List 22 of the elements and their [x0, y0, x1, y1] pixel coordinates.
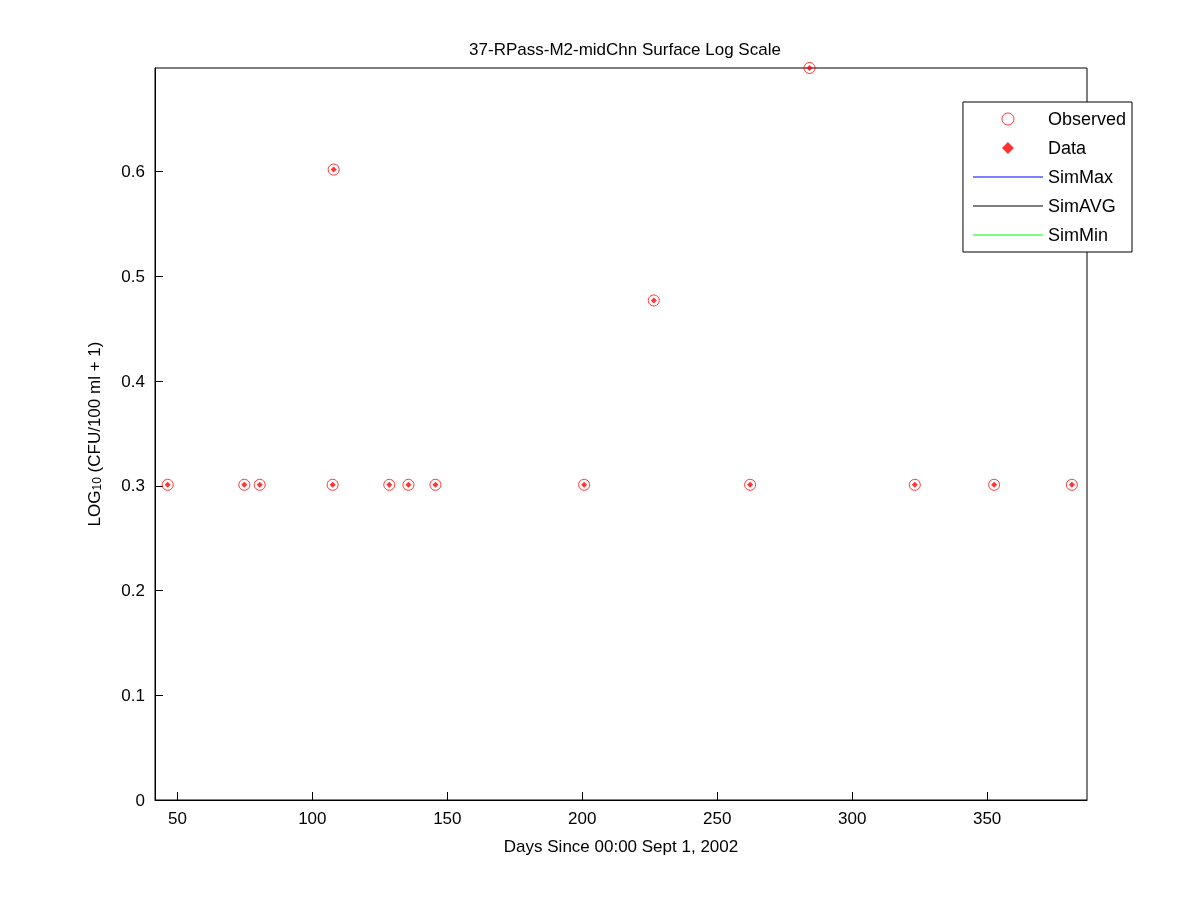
legend-label: SimMin	[1047, 225, 1108, 245]
y-tick-label: 0.5	[121, 266, 145, 286]
x-tick-label: 50	[167, 809, 187, 828]
y-tick-label: 0	[135, 790, 145, 810]
y-axis-title: LOG10 (CFU/100 ml + 1)	[85, 341, 104, 527]
x-tick-label: 300	[837, 809, 867, 828]
legend-label: Data	[1047, 138, 1087, 158]
x-tick-label: 250	[703, 809, 732, 828]
y-tick-label: 0.6	[121, 162, 145, 182]
legend-label: SimAVG	[1047, 196, 1116, 216]
y-tick-label: 0.3	[121, 476, 145, 496]
y-tick-label: 0.2	[121, 581, 145, 601]
legend-label: Observed	[1047, 109, 1127, 129]
x-tick-label: 200	[568, 809, 597, 828]
x-tick-label: 350	[972, 809, 1002, 828]
y-tick-label: 0.4	[121, 371, 145, 391]
legend-label: SimMax	[1047, 167, 1113, 187]
y-tick-label: 0.1	[121, 685, 145, 705]
x-tick-label: 100	[298, 809, 327, 828]
x-axis-title: Days Since 00:00 Sept 1, 2002	[503, 837, 739, 856]
chart-title: 37-RPass-M2-midChn Surface Log Scale	[469, 40, 781, 59]
x-tick-label: 150	[433, 809, 462, 828]
